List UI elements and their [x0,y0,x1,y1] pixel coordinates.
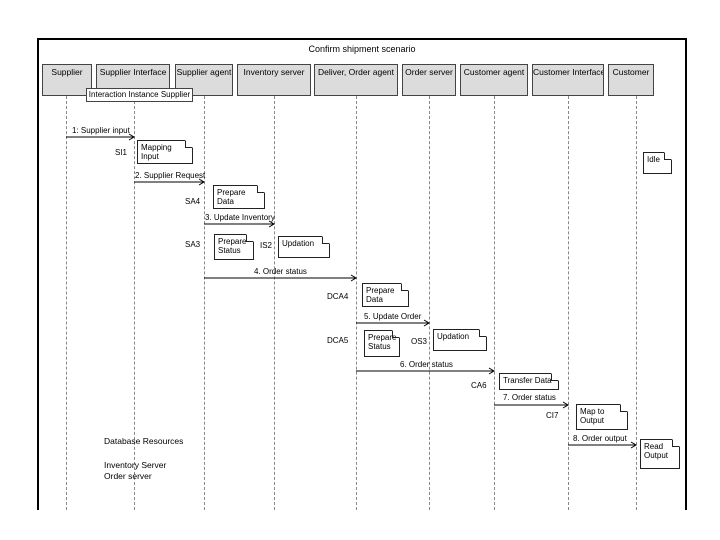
message-2-arrowhead [198,178,205,186]
note-prepare-status-dca: Prepare Status [364,330,400,357]
message-7-arrowhead [562,401,569,409]
message-7-label: 7. Order status [503,393,556,402]
message-5-arrowhead [423,319,430,327]
message-4-label: 4. Order status [254,267,307,276]
lifeline-customer [636,96,637,510]
note-prepare-data-dca: Prepare Data [362,283,409,307]
step-id-is2: IS2 [260,241,273,250]
note-prepare-status-sa: Prepare Status [214,234,254,260]
lane-customer-agent: Customer agent [460,64,528,96]
step-id-sa3: SA3 [185,240,201,249]
lane-customer: Customer [608,64,654,96]
step-id-ca6: CA6 [471,381,487,390]
lane-customer-interface: Customer Interface [532,64,604,96]
lane-deliver-order-agent: Deliver, Order agent [314,64,398,96]
lifeline-supplier-interface [134,96,135,510]
note-mapping-input: Mapping Input [137,140,193,164]
note-idle: Idle [643,152,672,174]
message-1-label: 1: Supplier input [72,126,130,135]
database-resources-heading: Database Resources [104,436,184,446]
message-arrows [66,133,637,449]
note-map-to-output: Map to Output [576,404,628,430]
sequence-diagram-frame: Confirm shipment scenario Supplier Suppl… [37,38,687,510]
message-6-arrowhead [488,367,495,375]
message-3-label: 3. Update Inventory [205,213,275,222]
message-8-label: 8. Order output [573,434,627,443]
database-resource-order-server: Order server [104,471,152,481]
lifeline-inventory-server [274,96,275,510]
note-read-output: Read Output [640,439,680,469]
database-resource-inventory-server: Inventory Server [104,460,167,470]
diagram-title: Confirm shipment scenario [308,44,416,54]
note-updation-is: Updation [278,236,330,258]
message-5-label: 5. Update Order [364,312,422,321]
step-id-dca5: DCA5 [327,336,349,345]
message-3-arrowhead [268,220,275,228]
note-prepare-data-sa: Prepare Data [213,185,265,209]
message-8-arrowhead [630,441,637,449]
lifeline-customer-interface [568,96,569,510]
lifeline-deliver-order-agent [356,96,357,510]
message-4-arrowhead [350,274,357,282]
lane-inventory-server: Inventory server [237,64,311,96]
step-id-ci7: CI7 [546,411,559,420]
message-6-label: 6. Order status [400,360,453,369]
step-id-sa4: SA4 [185,197,201,206]
lifeline-supplier [66,96,67,510]
step-id-os3: OS3 [411,337,428,346]
interaction-instance-label: Interaction Instance Supplier [86,88,193,102]
step-id-dca4: DCA4 [327,292,349,301]
lifeline-order-server [429,96,430,510]
lifeline-supplier-agent [204,96,205,510]
message-2-label: 2. Supplier Request [135,171,206,180]
note-updation-os: Updation [433,329,487,351]
lane-supplier: Supplier [42,64,92,96]
lane-supplier-agent: Supplier agent [175,64,233,96]
note-transfer-data: Transfer Data [499,373,559,390]
message-1-arrowhead [128,133,135,141]
lane-order-server: Order server [402,64,456,96]
step-id-si1: SI1 [115,148,128,157]
lifeline-customer-agent [494,96,495,510]
